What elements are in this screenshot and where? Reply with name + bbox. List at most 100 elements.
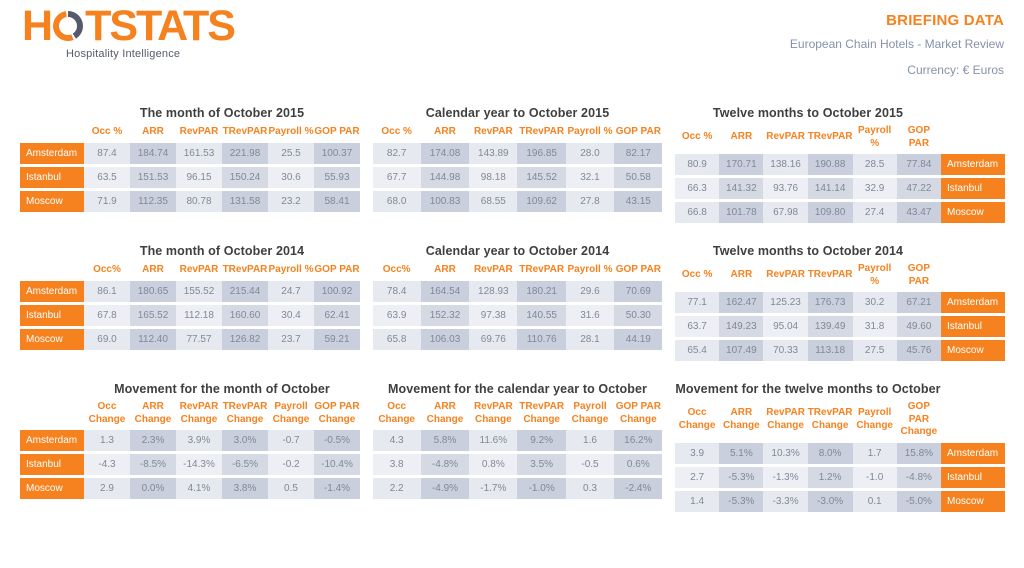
data-cell: 30.2 [852, 292, 897, 313]
column-header: RevPAR [766, 269, 805, 281]
data-cell: -1.3% [763, 466, 808, 488]
data-cell: 77.57 [176, 329, 222, 350]
data-cell: -5.3% [719, 466, 764, 488]
column-header: TRevPAR Change [519, 401, 565, 425]
row-label: Istanbul [941, 178, 1005, 199]
column-header: Payroll % [857, 125, 892, 149]
column-header: TRevPAR [519, 125, 565, 137]
data-cell: -10.4% [314, 454, 360, 475]
data-cell: 15.8% [896, 442, 941, 464]
data-cell: 0.6% [614, 454, 663, 475]
data-cell: 44.19 [614, 329, 663, 350]
data-cell: 138.16 [763, 154, 808, 175]
table-title: Twelve months to October 2015 [712, 106, 904, 120]
column-header: GOP PAR [615, 263, 661, 275]
column-header: TRevPAR [222, 125, 268, 137]
data-cell: 155.52 [176, 281, 222, 302]
label-column-spacer [941, 401, 1005, 440]
data-cell: 49.60 [896, 316, 941, 337]
row-label: Istanbul [941, 316, 1005, 337]
column-header: TRevPAR Change [807, 407, 853, 431]
row-label: Moscow [20, 191, 84, 212]
column-header: Payroll % [268, 125, 314, 137]
data-cell: 101.78 [719, 202, 764, 223]
data-cell: 152.32 [420, 305, 470, 326]
data-cell: 67.8 [84, 305, 130, 326]
data-cell: -2.4% [614, 478, 663, 499]
data-cell: 100.92 [314, 281, 360, 302]
column-header: Occ% [93, 263, 121, 275]
data-cell: 31.6 [565, 305, 615, 326]
row-label: Moscow [941, 202, 1005, 223]
report-currency: Currency: € Euros [907, 63, 1004, 77]
table-twelve-months-2014: Twelve months to October 2014 Occ % ARR Rev… [675, 244, 1005, 361]
table-grid: Occ Change ARR Change RevPAR Change TRevPAR… [372, 401, 663, 499]
data-cell: 100.83 [420, 191, 470, 212]
data-cell: 25.5 [268, 143, 314, 164]
data-cell: 3.8% [222, 478, 268, 499]
column-header: Payroll % [567, 263, 613, 275]
data-cell: 43.15 [614, 191, 663, 212]
data-cell: 28.1 [565, 329, 615, 350]
column-header: TRevPAR [519, 263, 565, 275]
data-cell: 5.1% [719, 442, 764, 464]
data-cell: 10.3% [763, 442, 808, 464]
column-header: Occ % [381, 125, 412, 137]
data-cell: 174.08 [420, 143, 470, 164]
row-label: Moscow [941, 490, 1005, 512]
data-cell: -6.5% [222, 454, 268, 475]
data-cell: -4.8% [420, 454, 470, 475]
data-cell: 30.6 [268, 167, 314, 188]
data-cell: 27.4 [852, 202, 897, 223]
table-title: Movement for the twelve months to Octobe… [675, 382, 941, 396]
data-cell: 180.65 [130, 281, 176, 302]
table-title: Calendar year to October 2015 [425, 106, 610, 120]
data-cell: 162.47 [719, 292, 764, 313]
data-cell: 70.69 [614, 281, 663, 302]
table-title: Movement for the calendar year to Octobe… [387, 382, 648, 396]
data-cell: 98.18 [469, 167, 518, 188]
data-cell: 65.4 [675, 340, 720, 361]
data-cell: 151.53 [130, 167, 176, 188]
column-header: Occ % [681, 269, 713, 281]
data-cell: 29.6 [565, 281, 615, 302]
column-header: RevPAR Change [766, 407, 805, 431]
data-cell: 59.21 [314, 329, 360, 350]
data-cell: 2.7 [675, 466, 720, 488]
column-header: RevPAR Change [473, 401, 513, 425]
data-cell: -5.3% [719, 490, 764, 512]
data-cell: 68.0 [372, 191, 421, 212]
data-cell: 131.58 [222, 191, 268, 212]
column-header: TRevPAR Change [222, 401, 268, 425]
column-header: TRevPAR [807, 131, 853, 143]
hotstats-logo: H TSTATS Hospitality Intelligence [22, 5, 236, 61]
column-header: Payroll Change [856, 407, 893, 431]
data-cell: 1.2% [807, 466, 853, 488]
data-cell: 5.8% [420, 430, 470, 451]
data-cell: 31.8 [852, 316, 897, 337]
row-label: Moscow [20, 329, 84, 350]
column-header: Payroll % [857, 263, 892, 287]
column-header: ARR [730, 131, 753, 143]
column-header: GOP PAR [907, 263, 930, 287]
column-header: TRevPAR [807, 269, 853, 281]
data-cell: 221.98 [222, 143, 268, 164]
column-header: ARR [142, 263, 164, 275]
data-cell: 16.2% [614, 430, 663, 451]
data-cell: -4.3 [84, 454, 130, 475]
data-cell: 24.7 [268, 281, 314, 302]
data-cell: 0.0% [130, 478, 176, 499]
column-header: ARR Change [723, 407, 760, 431]
data-cell: -8.5% [130, 454, 176, 475]
column-header: ARR Change [134, 401, 172, 425]
row-label: Istanbul [20, 454, 84, 475]
row-label: Amsterdam [20, 430, 84, 451]
data-cell: 68.55 [469, 191, 518, 212]
data-cell: 4.3 [372, 430, 421, 451]
data-cell: 87.4 [84, 143, 130, 164]
column-header: RevPAR [179, 263, 219, 275]
table-grid: Occ% ARR RevPAR TRevPAR Payroll % GOP PAR 78.4… [372, 263, 663, 350]
data-cell: 2.3% [130, 430, 176, 451]
column-header: ARR [730, 269, 753, 281]
